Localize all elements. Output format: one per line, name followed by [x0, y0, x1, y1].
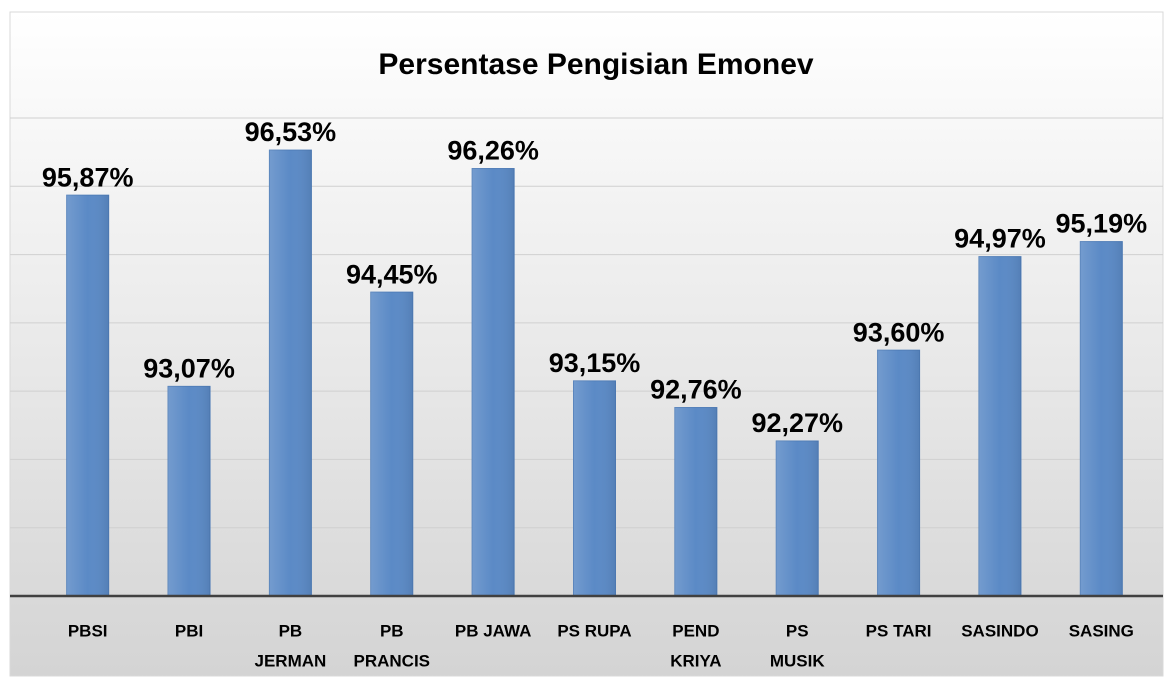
bar	[268, 149, 312, 597]
x-tick-label: MUSIK	[770, 651, 826, 670]
bar	[1079, 241, 1123, 597]
x-tick-label: PEND	[672, 621, 719, 640]
data-label: 93,60%	[853, 317, 945, 347]
x-tick-label: SASING	[1069, 621, 1134, 640]
x-tick-label: PBI	[175, 621, 203, 640]
bar	[167, 385, 211, 597]
data-label: 94,97%	[954, 224, 1046, 254]
data-label: 95,87%	[42, 162, 134, 192]
x-tick-label: PS RUPA	[557, 621, 631, 640]
x-tick-label: PB	[279, 621, 303, 640]
bar	[573, 380, 616, 597]
x-tick-label: PS TARI	[866, 621, 932, 640]
bar	[877, 349, 921, 597]
data-label: 94,45%	[346, 259, 438, 289]
x-tick-label: PBSI	[68, 621, 108, 640]
x-tick-label: SASINDO	[961, 621, 1038, 640]
data-label: 93,15%	[549, 348, 641, 378]
bar	[370, 291, 414, 597]
bar	[674, 407, 718, 597]
bar	[471, 168, 515, 597]
bar	[66, 194, 110, 597]
data-label: 92,27%	[751, 408, 843, 438]
bar	[978, 256, 1022, 597]
x-tick-label: PRANCIS	[354, 651, 431, 670]
x-tick-label: PB	[380, 621, 404, 640]
data-label: 95,19%	[1056, 209, 1148, 239]
x-tick-label: PB JAWA	[455, 621, 532, 640]
data-label: 96,26%	[447, 136, 539, 166]
x-tick-label: JERMAN	[255, 651, 327, 670]
x-tick-label: KRIYA	[670, 651, 721, 670]
chart-title: Persentase Pengisian Emonev	[378, 48, 814, 81]
data-label: 92,76%	[650, 375, 742, 405]
data-label: 93,07%	[143, 353, 235, 383]
x-tick-label: PS	[786, 621, 809, 640]
data-label: 96,53%	[245, 117, 337, 147]
bar	[775, 440, 819, 597]
